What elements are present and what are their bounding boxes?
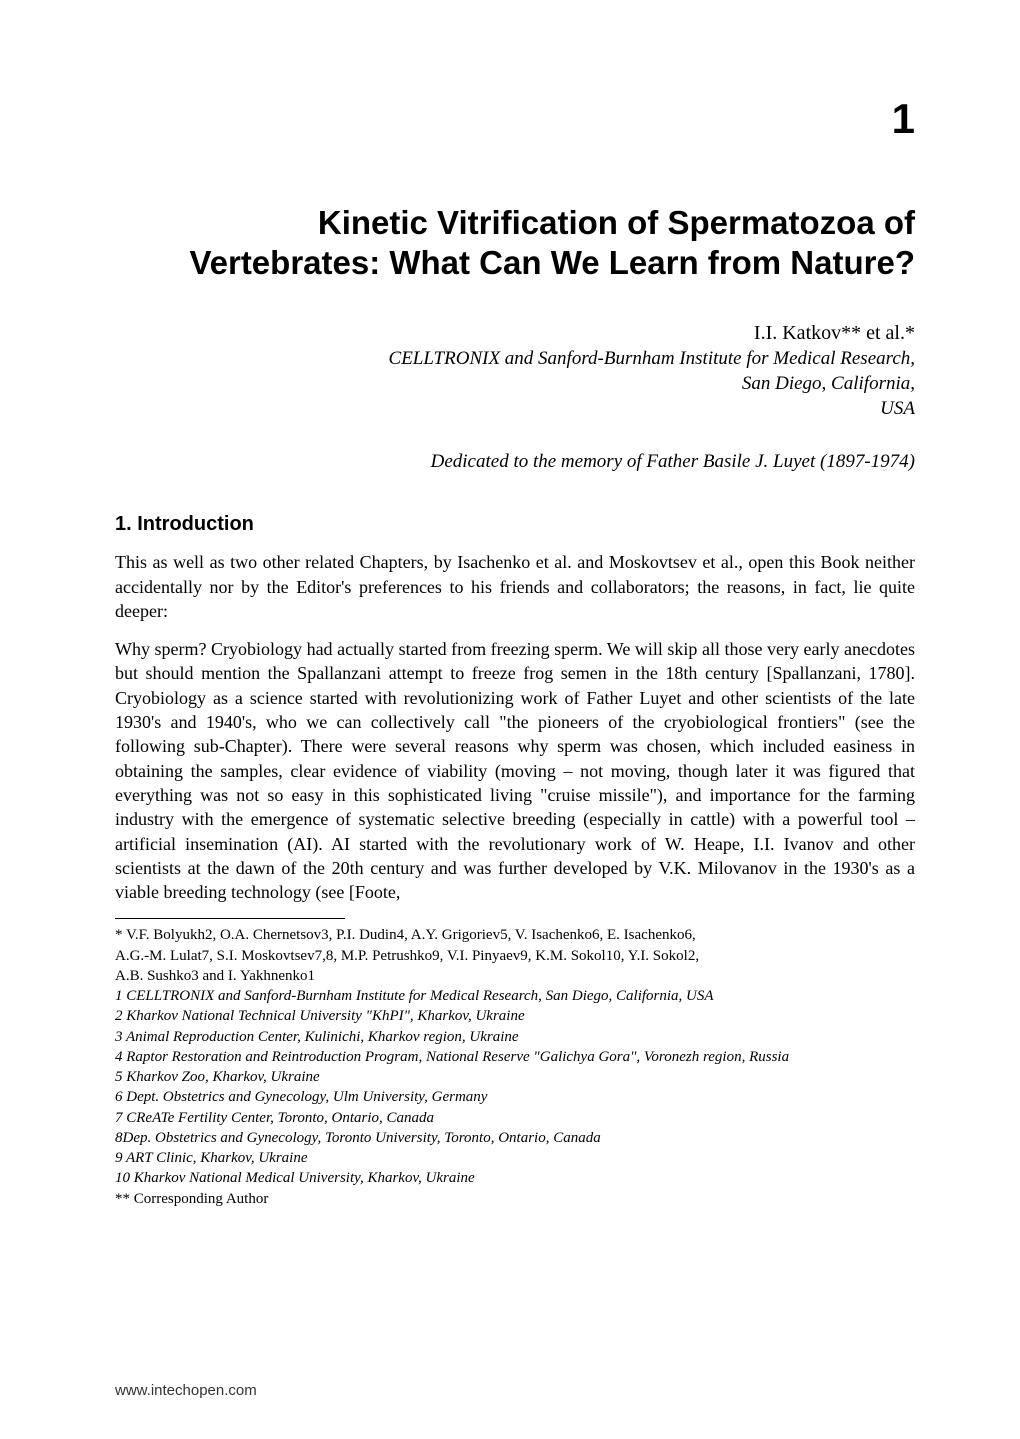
chapter-title: Kinetic Vitrification of Spermatozoa of … bbox=[115, 203, 915, 282]
dedication: Dedicated to the memory of Father Basile… bbox=[115, 451, 915, 473]
affiliation-7: 7 CReATe Fertility Center, Toronto, Onta… bbox=[115, 1108, 915, 1128]
chapter-number: 1 bbox=[115, 95, 915, 143]
footnote-authors-3: A.B. Sushko3 and I. Yakhnenko1 bbox=[115, 966, 915, 986]
title-line-1: Kinetic Vitrification of Spermatozoa of bbox=[318, 204, 915, 241]
corresponding-author: ** Corresponding Author bbox=[115, 1189, 915, 1209]
footnote-authors-1: * V.F. Bolyukh2, O.A. Chernetsov3, P.I. … bbox=[115, 925, 915, 945]
affiliation-line-1: CELLTRONIX and Sanford-Burnham Institute… bbox=[115, 347, 915, 372]
section-heading: 1. Introduction bbox=[115, 513, 915, 536]
affiliation-9: 9 ART Clinic, Kharkov, Ukraine bbox=[115, 1148, 915, 1168]
affiliation-2: 2 Kharkov National Technical University … bbox=[115, 1006, 915, 1026]
paragraph-1: This as well as two other related Chapte… bbox=[115, 550, 915, 623]
title-line-2: Vertebrates: What Can We Learn from Natu… bbox=[189, 244, 915, 281]
affiliation-8: 8Dep. Obstetrics and Gynecology, Toronto… bbox=[115, 1128, 915, 1148]
affiliation-1: 1 CELLTRONIX and Sanford-Burnham Institu… bbox=[115, 986, 915, 1006]
affiliation-3: 3 Animal Reproduction Center, Kulinichi,… bbox=[115, 1027, 915, 1047]
affiliation-line-3: USA bbox=[115, 397, 915, 422]
footer-url: www.intechopen.com bbox=[115, 1382, 257, 1399]
affiliation-10: 10 Kharkov National Medical University, … bbox=[115, 1168, 915, 1188]
affiliation-4: 4 Raptor Restoration and Reintroduction … bbox=[115, 1047, 915, 1067]
paragraph-2: Why sperm? Cryobiology had actually star… bbox=[115, 637, 915, 904]
affiliation-6: 6 Dept. Obstetrics and Gynecology, Ulm U… bbox=[115, 1087, 915, 1107]
affiliation-5: 5 Kharkov Zoo, Kharkov, Ukraine bbox=[115, 1067, 915, 1087]
footnote-authors-2: A.G.-M. Lulat7, S.I. Moskovtsev7,8, M.P.… bbox=[115, 946, 915, 966]
footnote-divider bbox=[115, 918, 345, 919]
footnote-block: * V.F. Bolyukh2, O.A. Chernetsov3, P.I. … bbox=[115, 925, 915, 1209]
author-line: I.I. Katkov** et al.* bbox=[115, 322, 915, 345]
affiliation-line-2: San Diego, California, bbox=[115, 372, 915, 397]
page-container: 1 Kinetic Vitrification of Spermatozoa o… bbox=[0, 0, 1020, 1269]
